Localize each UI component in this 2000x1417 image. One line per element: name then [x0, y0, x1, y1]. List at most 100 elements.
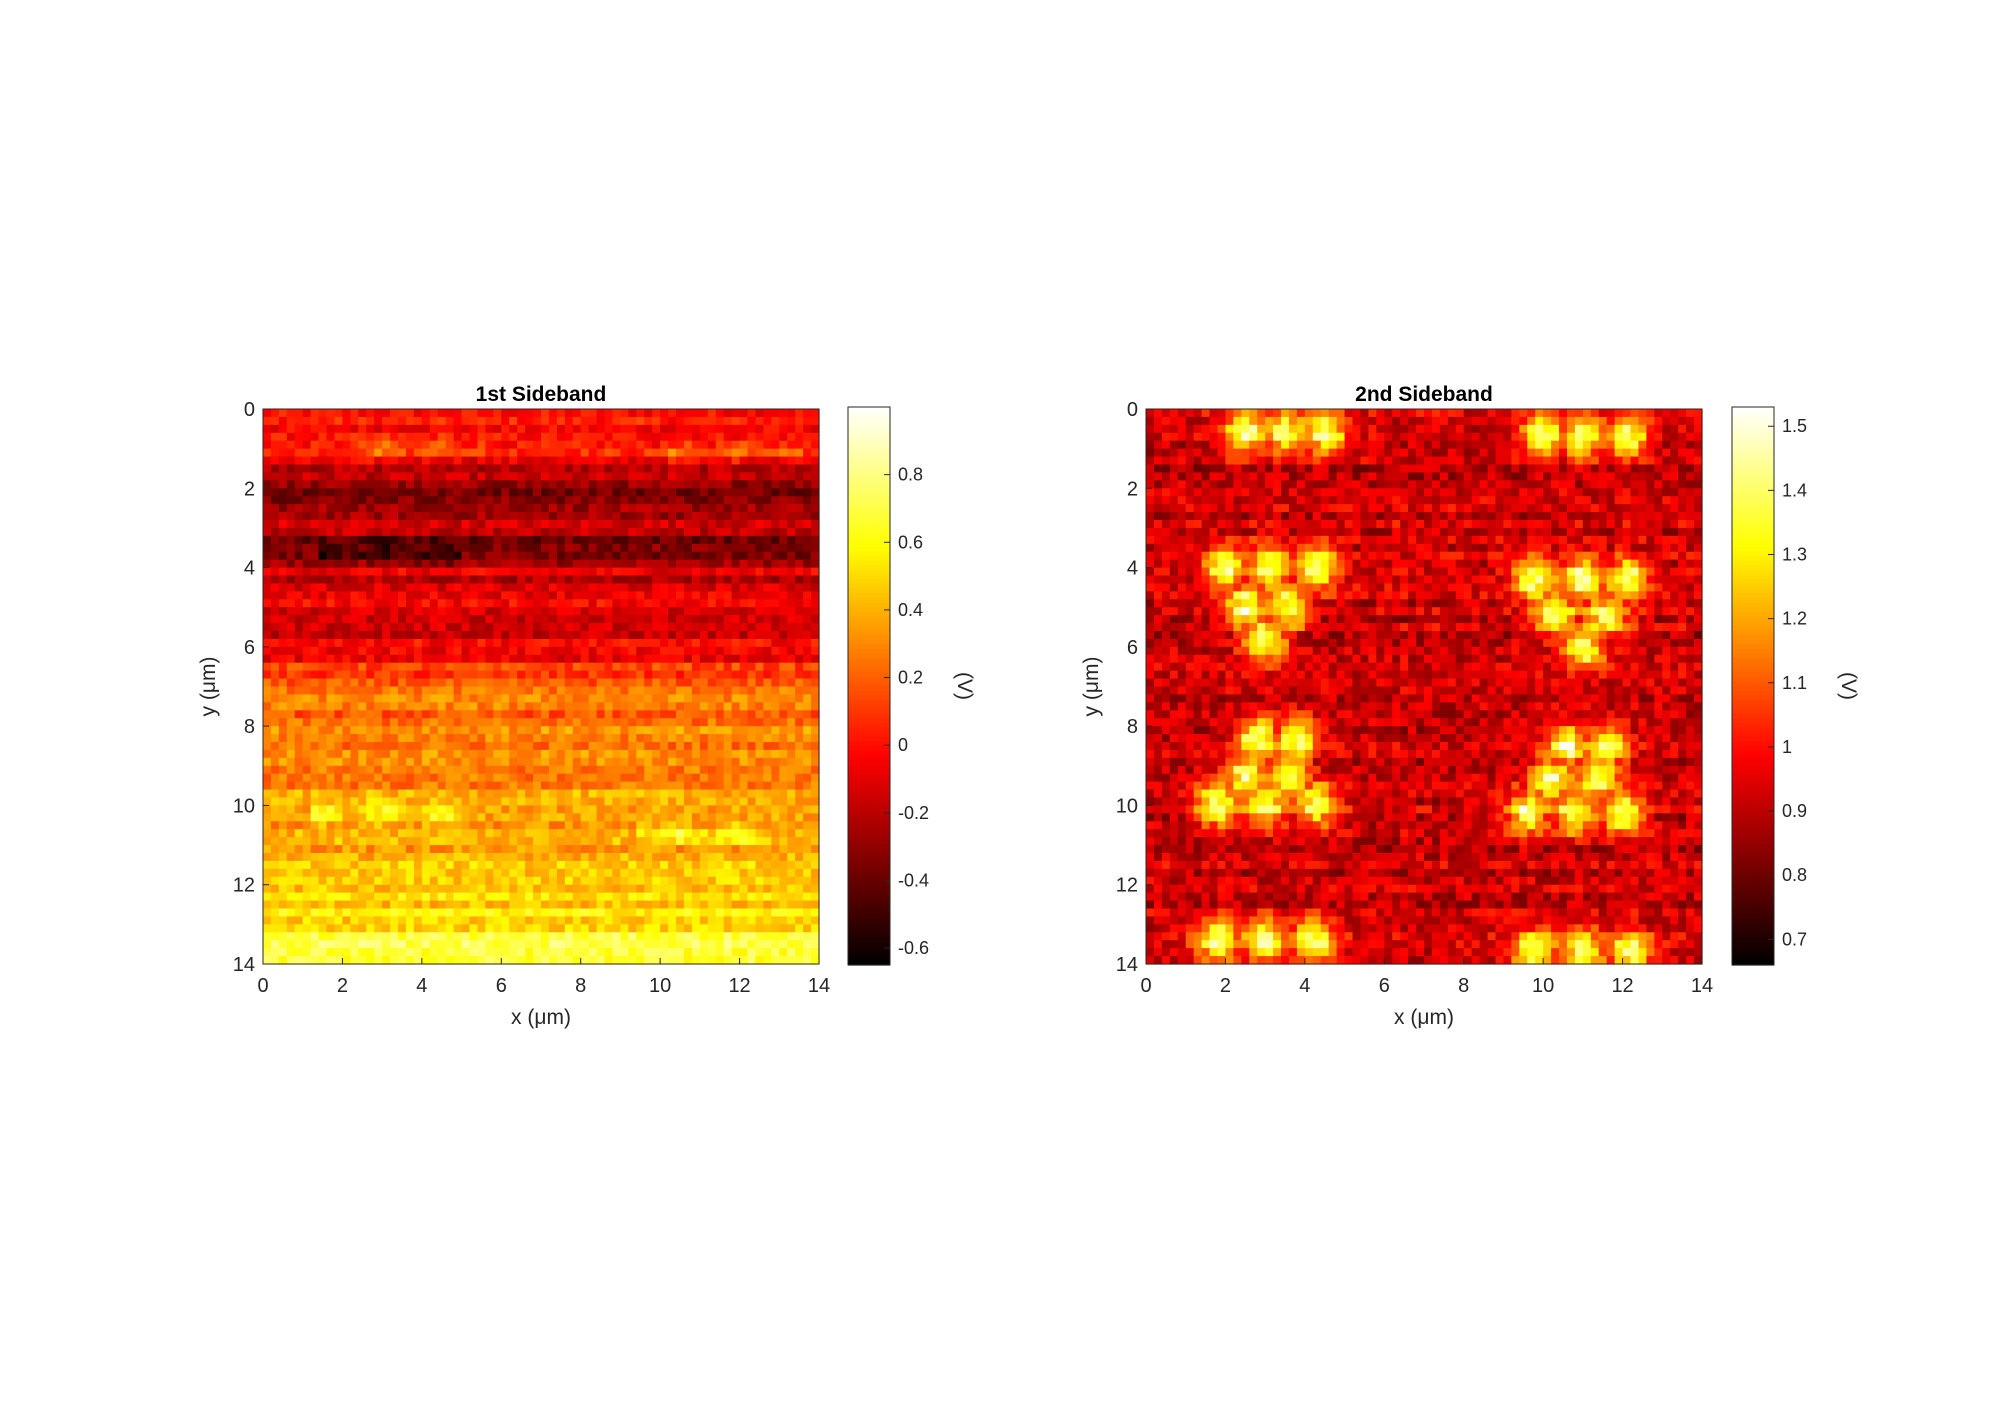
- heatmap-cell: [533, 551, 542, 561]
- heatmap-cell: [366, 496, 375, 505]
- heatmap-cell: [326, 837, 336, 846]
- heatmap-cell: [294, 876, 304, 886]
- heatmap-cell: [334, 678, 344, 688]
- heatmap-cell: [660, 686, 669, 696]
- heatmap-cell: [636, 932, 645, 941]
- heatmap-cell: [668, 702, 677, 711]
- heatmap-cell: [795, 892, 804, 902]
- heatmap-cell: [509, 543, 518, 553]
- heatmap-cell: [469, 837, 479, 846]
- heatmap-cell: [723, 527, 733, 537]
- heatmap-cell: [533, 781, 542, 791]
- heatmap-cell: [771, 456, 780, 466]
- heatmap-cell: [556, 456, 566, 466]
- heatmap-cell: [763, 757, 772, 767]
- heatmap-cell: [350, 757, 359, 767]
- heatmap-cell: [636, 488, 645, 497]
- heatmap-cell: [683, 456, 693, 466]
- heatmap-cell: [676, 956, 685, 965]
- heatmap-cell: [501, 678, 510, 688]
- heatmap-cell: [263, 781, 272, 791]
- heatmap-cell: [374, 821, 383, 830]
- heatmap-cell: [580, 607, 590, 616]
- colorbar-swatch: [848, 518, 890, 524]
- heatmap-cell: [286, 868, 296, 878]
- heatmap-cell: [803, 876, 812, 886]
- heatmap-cell: [525, 464, 534, 474]
- heatmap-cell: [683, 416, 693, 426]
- heatmap-cell: [612, 932, 622, 941]
- heatmap-cell: [660, 456, 669, 466]
- heatmap-cell: [525, 710, 534, 719]
- heatmap-cell: [278, 868, 288, 878]
- heatmap-cell: [398, 678, 407, 688]
- heatmap-cell: [676, 781, 685, 791]
- heatmap-cell: [302, 916, 312, 925]
- heatmap-cell: [517, 456, 526, 466]
- heatmap-cell: [270, 932, 280, 941]
- heatmap-cell: [612, 813, 622, 822]
- heatmap-cell: [437, 456, 447, 466]
- heatmap-cell: [739, 456, 749, 466]
- heatmap-cell: [628, 956, 637, 965]
- heatmap-cell: [795, 916, 804, 925]
- heatmap-cell: [310, 781, 320, 791]
- heatmap-cell: [620, 416, 629, 426]
- heatmap-cell: [747, 567, 757, 577]
- heatmap-cell: [564, 567, 574, 577]
- heatmap-cell: [310, 805, 320, 814]
- heatmap-cell: [342, 845, 351, 854]
- heatmap-cell: [715, 956, 725, 965]
- heatmap-cell: [636, 432, 645, 442]
- heatmap-cell: [747, 543, 757, 553]
- heatmap-cell: [683, 718, 693, 727]
- heatmap-cell: [644, 678, 653, 688]
- heatmap-cell: [755, 789, 764, 799]
- heatmap-cell: [572, 416, 582, 426]
- heatmap-cell: [374, 726, 383, 735]
- heatmap-cell: [731, 472, 741, 481]
- heatmap-cell: [421, 409, 431, 418]
- heatmap-cell: [350, 504, 359, 513]
- heatmap-cell: [699, 876, 709, 886]
- heatmap-cell: [795, 710, 804, 719]
- heatmap-cell: [683, 670, 693, 680]
- heatmap-cell: [358, 694, 367, 703]
- heatmap-cell: [382, 892, 391, 902]
- heatmap-cell: [548, 860, 558, 870]
- heatmap-cell: [278, 488, 288, 497]
- heatmap-cell: [723, 670, 733, 680]
- heatmap-cell: [699, 535, 709, 545]
- heatmap-cell: [771, 749, 780, 759]
- heatmap-cell: [683, 615, 693, 624]
- heatmap-cell: [652, 448, 661, 458]
- heatmap-cell: [763, 416, 772, 426]
- heatmap-cell: [390, 956, 399, 965]
- heatmap-cell: [453, 607, 463, 616]
- heatmap-cell: [739, 956, 749, 965]
- heatmap-cell: [755, 726, 764, 735]
- heatmap-cell: [811, 845, 820, 854]
- colorbar-swatch: [848, 667, 890, 673]
- heatmap-cell: [517, 591, 526, 600]
- heatmap-cell: [270, 757, 280, 767]
- heatmap-cell: [294, 599, 304, 608]
- heatmap-cell: [429, 504, 439, 513]
- heatmap-cell: [676, 900, 685, 910]
- heatmap-cell: [572, 860, 582, 870]
- heatmap-cell: [660, 631, 669, 640]
- heatmap-cell: [564, 464, 574, 474]
- heatmap-cell: [302, 908, 312, 918]
- heatmap-cell: [509, 718, 518, 727]
- heatmap-cell: [294, 432, 304, 442]
- heatmap-cell: [604, 543, 614, 553]
- heatmap-cell: [668, 480, 677, 489]
- heatmap-cell: [779, 638, 788, 648]
- heatmap-cell: [699, 686, 709, 696]
- heatmap-cell: [683, 662, 693, 672]
- heatmap-cell: [326, 749, 336, 759]
- heatmap-cell: [485, 734, 494, 743]
- heatmap-cell: [318, 749, 328, 759]
- heatmap-cell: [342, 559, 351, 569]
- heatmap-cell: [803, 932, 812, 941]
